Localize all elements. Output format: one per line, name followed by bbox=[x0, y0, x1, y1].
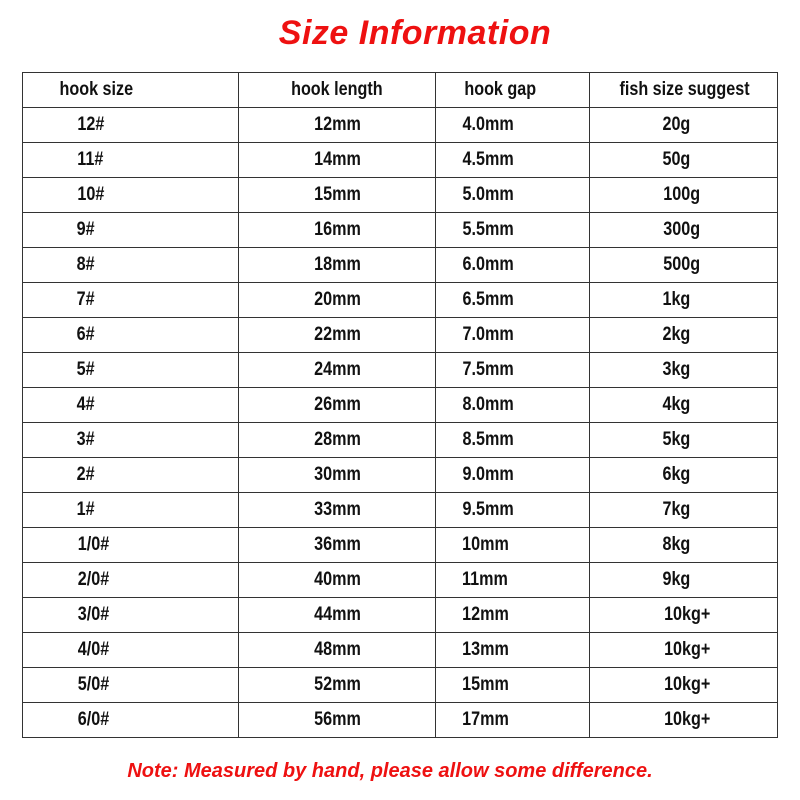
cell-hook-size: 1/0# bbox=[22, 527, 239, 563]
cell-hook-length: 56mm bbox=[238, 702, 436, 738]
cell-hook-gap: 6.5mm bbox=[435, 282, 590, 318]
size-table: hook size hook length hook gap fish size… bbox=[22, 72, 778, 738]
cell-hook-size: 2# bbox=[22, 457, 239, 493]
cell-hook-length: 52mm bbox=[238, 667, 436, 703]
cell-hook-length: 28mm bbox=[238, 422, 436, 458]
cell-fish-size: 20g bbox=[589, 107, 778, 143]
cell-fish-size: 3kg bbox=[589, 352, 778, 388]
cell-hook-gap: 7.5mm bbox=[435, 352, 590, 388]
cell-fish-size: 9kg bbox=[589, 562, 778, 598]
cell-hook-size: 5# bbox=[22, 352, 239, 388]
measurement-note: Note: Measured by hand, please allow som… bbox=[127, 760, 653, 782]
table-row: 3/0# 44mm 12mm 10kg+ bbox=[22, 597, 778, 633]
cell-hook-gap: 9.5mm bbox=[435, 492, 590, 528]
cell-hook-length: 24mm bbox=[238, 352, 436, 388]
cell-hook-size: 1# bbox=[22, 492, 239, 528]
cell-hook-length: 22mm bbox=[238, 317, 436, 353]
cell-hook-length: 33mm bbox=[238, 492, 436, 528]
cell-hook-length: 20mm bbox=[238, 282, 436, 318]
cell-hook-size: 4# bbox=[22, 387, 239, 423]
cell-fish-size: 10kg+ bbox=[589, 632, 778, 668]
cell-fish-size: 2kg bbox=[589, 317, 778, 353]
table-row: 4/0# 48mm 13mm 10kg+ bbox=[22, 632, 778, 668]
cell-hook-gap: 12mm bbox=[435, 597, 590, 633]
cell-hook-length: 44mm bbox=[238, 597, 436, 633]
cell-hook-length: 16mm bbox=[238, 212, 436, 248]
cell-hook-gap: 4.0mm bbox=[435, 107, 590, 143]
cell-fish-size: 5kg bbox=[589, 422, 778, 458]
cell-fish-size: 6kg bbox=[589, 457, 778, 493]
cell-fish-size: 10kg+ bbox=[589, 667, 778, 703]
cell-hook-gap: 13mm bbox=[435, 632, 590, 668]
cell-hook-size: 7# bbox=[22, 282, 239, 318]
cell-hook-size: 8# bbox=[22, 247, 239, 283]
table-row: 8# 18mm 6.0mm 500g bbox=[22, 247, 778, 283]
table-header-row: hook size hook length hook gap fish size… bbox=[22, 72, 778, 108]
page-title: Size Information bbox=[278, 14, 552, 52]
cell-hook-gap: 17mm bbox=[435, 702, 590, 738]
cell-hook-gap: 11mm bbox=[435, 562, 590, 598]
cell-hook-gap: 5.0mm bbox=[435, 177, 590, 213]
cell-hook-length: 30mm bbox=[238, 457, 436, 493]
table-row: 9# 16mm 5.5mm 300g bbox=[22, 212, 778, 248]
cell-fish-size: 500g bbox=[589, 247, 778, 283]
cell-hook-size: 6/0# bbox=[22, 702, 239, 738]
cell-hook-gap: 8.0mm bbox=[435, 387, 590, 423]
header-hook-length: hook length bbox=[238, 72, 436, 108]
cell-hook-gap: 5.5mm bbox=[435, 212, 590, 248]
cell-hook-size: 10# bbox=[22, 177, 239, 213]
cell-hook-size: 9# bbox=[22, 212, 239, 248]
cell-fish-size: 8kg bbox=[589, 527, 778, 563]
cell-hook-gap: 9.0mm bbox=[435, 457, 590, 493]
cell-fish-size: 4kg bbox=[589, 387, 778, 423]
table-row: 12# 12mm 4.0mm 20g bbox=[22, 107, 778, 143]
cell-hook-size: 4/0# bbox=[22, 632, 239, 668]
table-row: 5# 24mm 7.5mm 3kg bbox=[22, 352, 778, 388]
cell-hook-gap: 7.0mm bbox=[435, 317, 590, 353]
header-hook-size: hook size bbox=[22, 72, 239, 108]
table-row: 1# 33mm 9.5mm 7kg bbox=[22, 492, 778, 528]
cell-hook-length: 48mm bbox=[238, 632, 436, 668]
table-row: 1/0# 36mm 10mm 8kg bbox=[22, 527, 778, 563]
table-row: 4# 26mm 8.0mm 4kg bbox=[22, 387, 778, 423]
cell-hook-length: 15mm bbox=[238, 177, 436, 213]
cell-hook-gap: 15mm bbox=[435, 667, 590, 703]
header-fish-size: fish size suggest bbox=[589, 72, 778, 108]
cell-hook-length: 40mm bbox=[238, 562, 436, 598]
cell-hook-gap: 10mm bbox=[435, 527, 590, 563]
table-row: 6# 22mm 7.0mm 2kg bbox=[22, 317, 778, 353]
cell-hook-length: 26mm bbox=[238, 387, 436, 423]
table-row: 11# 14mm 4.5mm 50g bbox=[22, 142, 778, 178]
cell-hook-size: 3/0# bbox=[22, 597, 239, 633]
cell-hook-size: 3# bbox=[22, 422, 239, 458]
cell-fish-size: 7kg bbox=[589, 492, 778, 528]
cell-hook-length: 12mm bbox=[238, 107, 436, 143]
cell-hook-length: 36mm bbox=[238, 527, 436, 563]
cell-hook-gap: 8.5mm bbox=[435, 422, 590, 458]
cell-hook-size: 11# bbox=[22, 142, 239, 178]
cell-hook-gap: 4.5mm bbox=[435, 142, 590, 178]
cell-fish-size: 50g bbox=[589, 142, 778, 178]
cell-fish-size: 1kg bbox=[589, 282, 778, 318]
cell-hook-gap: 6.0mm bbox=[435, 247, 590, 283]
cell-hook-size: 6# bbox=[22, 317, 239, 353]
cell-fish-size: 300g bbox=[589, 212, 778, 248]
table-row: 2# 30mm 9.0mm 6kg bbox=[22, 457, 778, 493]
table-row: 5/0# 52mm 15mm 10kg+ bbox=[22, 667, 778, 703]
cell-fish-size: 10kg+ bbox=[589, 702, 778, 738]
table-row: 7# 20mm 6.5mm 1kg bbox=[22, 282, 778, 318]
table-row: 2/0# 40mm 11mm 9kg bbox=[22, 562, 778, 598]
cell-hook-length: 18mm bbox=[238, 247, 436, 283]
table-row: 3# 28mm 8.5mm 5kg bbox=[22, 422, 778, 458]
table-row: 10# 15mm 5.0mm 100g bbox=[22, 177, 778, 213]
cell-hook-size: 2/0# bbox=[22, 562, 239, 598]
cell-fish-size: 100g bbox=[589, 177, 778, 213]
cell-fish-size: 10kg+ bbox=[589, 597, 778, 633]
header-hook-gap: hook gap bbox=[435, 72, 590, 108]
cell-hook-size: 12# bbox=[22, 107, 239, 143]
cell-hook-size: 5/0# bbox=[22, 667, 239, 703]
table-row: 6/0# 56mm 17mm 10kg+ bbox=[22, 702, 778, 738]
cell-hook-length: 14mm bbox=[238, 142, 436, 178]
